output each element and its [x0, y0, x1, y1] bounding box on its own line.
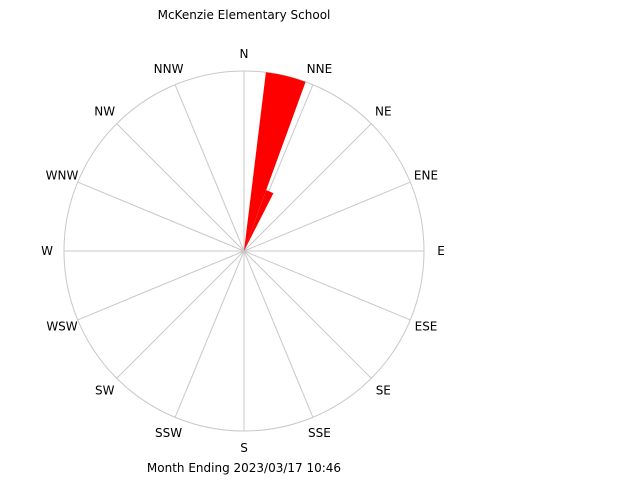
direction-label-sse: SSE	[308, 426, 331, 440]
spoke-ese	[243, 250, 411, 321]
spoke-se	[243, 250, 372, 379]
spoke-sw	[116, 250, 245, 379]
spoke-nnw	[174, 84, 245, 252]
direction-label-nne: NNE	[307, 62, 333, 76]
chart-footer: Month Ending 2023/03/17 10:46	[147, 461, 341, 475]
spoke-ene	[243, 181, 411, 252]
direction-label-w: W	[41, 244, 53, 258]
spoke-ne	[243, 123, 372, 252]
spoke-ssw	[174, 250, 245, 418]
direction-label-wnw: WNW	[46, 169, 79, 183]
direction-label-ssw: SSW	[155, 426, 182, 440]
direction-label-nnw: NNW	[154, 62, 184, 76]
wind-petals	[244, 72, 306, 251]
direction-label-se: SE	[376, 383, 391, 397]
spoke-wnw	[77, 181, 245, 252]
direction-label-e: E	[437, 244, 445, 258]
direction-label-n: N	[240, 47, 249, 61]
chart-title: McKenzie Elementary School	[158, 8, 331, 22]
direction-labels: N NNE NE ENE E ESE SE SSE S SSW SW WSW W WNW NW NNW	[41, 47, 445, 455]
petal-n	[244, 72, 306, 251]
direction-label-sw: SW	[95, 383, 115, 397]
spoke-nw	[116, 123, 245, 252]
petal-nne	[244, 190, 274, 251]
spoke-sse	[243, 250, 314, 418]
direction-label-nw: NW	[94, 105, 115, 119]
direction-label-s: S	[240, 441, 248, 455]
direction-label-ne: NE	[375, 105, 392, 119]
direction-label-ene: ENE	[414, 169, 438, 183]
direction-label-ese: ESE	[415, 319, 438, 333]
spoke-wsw	[77, 250, 245, 321]
direction-spokes	[64, 71, 424, 431]
direction-label-wsw: WSW	[46, 319, 77, 333]
